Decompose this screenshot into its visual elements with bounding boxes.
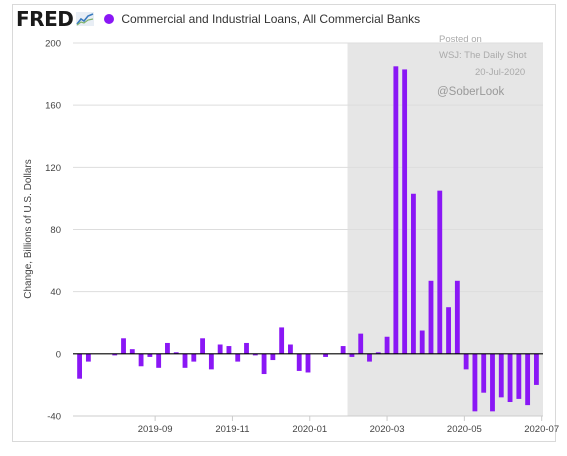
x-tick-label: 2019-09 [138,424,173,435]
x-tick-label: 2020-03 [370,424,405,435]
annotation-handle: @SoberLook [437,86,505,98]
y-tick-label: 40 [50,287,61,298]
bar[interactable] [375,352,381,354]
annotation-posted-on: Posted on [439,34,482,45]
bar[interactable] [340,346,346,354]
bar[interactable] [296,353,302,371]
bar[interactable] [261,353,267,375]
annotation-source: WSJ: The Daily Shot [439,50,527,61]
bar[interactable] [525,353,531,406]
bar[interactable] [156,353,162,368]
bar[interactable] [498,353,504,398]
bar[interactable] [446,307,451,354]
annotation-date: 20-Jul-2020 [475,67,525,78]
y-tick-label: 0 [56,349,61,360]
line-chart-icon [76,12,95,26]
bar[interactable] [279,327,285,354]
bar[interactable] [349,353,355,357]
bar[interactable] [244,342,249,354]
bar[interactable] [419,330,425,354]
bar[interactable] [454,280,460,354]
bar[interactable] [384,336,390,354]
x-tick-label: 2020-01 [292,424,327,435]
bar[interactable] [165,342,170,354]
bar[interactable] [481,353,487,393]
bar[interactable] [217,344,223,354]
bar[interactable] [138,353,144,367]
bar[interactable] [472,353,478,412]
bar[interactable] [402,69,408,354]
legend-marker [104,14,115,24]
bar[interactable] [147,353,153,357]
bar[interactable] [358,333,364,354]
bar[interactable] [490,353,495,412]
bar[interactable] [507,353,513,403]
bar[interactable] [323,353,328,357]
legend-label[interactable]: Commercial and Industrial Loans, All Com… [121,12,421,26]
bar[interactable] [77,353,83,379]
bar[interactable] [235,353,241,362]
bar[interactable] [85,353,91,362]
bar[interactable] [270,353,276,361]
y-tick-label: 160 [45,101,61,112]
x-tick-label: 2020-07 [524,424,559,435]
bar[interactable] [182,353,188,368]
bar[interactable] [226,346,232,354]
bar[interactable] [428,280,434,354]
bar[interactable] [200,338,205,354]
x-tick-label: 2019-11 [215,424,249,435]
y-axis-label: Change, Billions of U.S. Dollars [23,159,34,299]
bar[interactable] [411,193,416,354]
bar[interactable] [437,190,443,354]
fred-logo[interactable]: FRED [16,7,74,31]
bar[interactable] [305,353,311,373]
bar[interactable] [208,353,214,370]
y-tick-label: -40 [47,412,61,423]
y-tick-label: 120 [45,163,61,174]
bar[interactable] [191,353,197,362]
bar[interactable] [173,352,179,354]
x-tick-label: 2020-05 [447,424,482,435]
bar[interactable] [516,353,522,399]
bar[interactable] [533,353,539,385]
bar[interactable] [112,353,118,356]
bar[interactable] [463,353,469,370]
y-tick-label: 80 [50,225,61,236]
y-tick-label: 200 [45,39,61,50]
chart-header: FRED Commercial and Industrial Loans, Al… [16,7,420,31]
bar[interactable] [129,349,135,354]
bar[interactable] [288,344,293,354]
bar[interactable] [252,353,258,356]
bar[interactable] [367,353,372,362]
bar[interactable] [121,338,126,354]
bar[interactable] [393,66,399,354]
